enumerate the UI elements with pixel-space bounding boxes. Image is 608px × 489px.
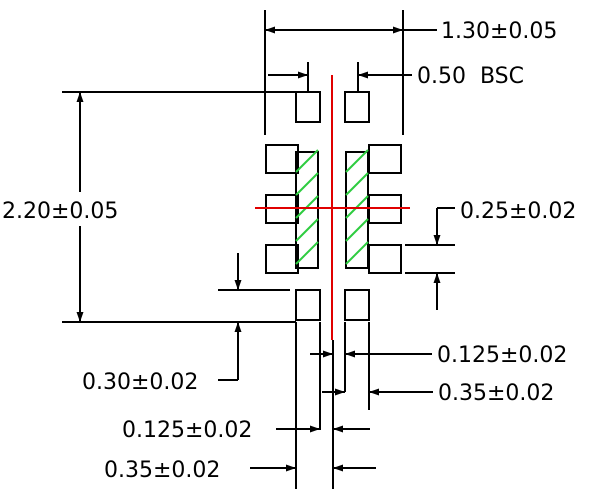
gap-left-label: 0.125±0.02 xyxy=(122,418,252,443)
dim-left-pad-width: 0.35±0.02 xyxy=(104,458,376,483)
dim-overall-height: 2.20±0.05 xyxy=(0,91,296,323)
dim-vertical-spacing: 0.30±0.02 xyxy=(82,253,290,395)
pad-bottom-left xyxy=(295,289,321,321)
dim-gap-right: 0.125±0.02 xyxy=(310,343,567,368)
pad-left-1 xyxy=(265,144,299,174)
pitch-label: 0.50 BSC xyxy=(417,64,524,89)
pad-group xyxy=(265,91,402,321)
dim-pitch: 0.50 BSC xyxy=(268,62,524,92)
left-pad-width-label: 0.35±0.02 xyxy=(104,458,220,483)
pad-top-left xyxy=(295,91,321,123)
overall-height-label: 2.20±0.05 xyxy=(2,199,118,224)
gap-right-label: 0.125±0.02 xyxy=(437,343,567,368)
right-pad-width-label: 0.35±0.02 xyxy=(438,381,554,406)
dim-right-pad-width: 0.35±0.02 xyxy=(322,381,554,406)
pad-bottom-right xyxy=(344,289,370,321)
pad-left-3 xyxy=(265,244,299,274)
vertical-spacing-label: 0.30±0.02 xyxy=(82,370,198,395)
lower-extension-lines xyxy=(295,322,370,489)
dim-pad-height: 0.25±0.02 xyxy=(405,199,576,310)
hatched-strip-right xyxy=(345,149,369,269)
dim-overall-width: 1.30±0.05 xyxy=(264,10,557,135)
overall-width-label: 1.30±0.05 xyxy=(441,19,557,44)
center-lines xyxy=(255,75,410,340)
pad-top-right xyxy=(344,91,370,123)
pad-height-label: 0.25±0.02 xyxy=(460,199,576,224)
dim-gap-left: 0.125±0.02 xyxy=(122,418,370,443)
pad-right-1 xyxy=(368,144,402,174)
pad-right-3 xyxy=(368,244,402,274)
